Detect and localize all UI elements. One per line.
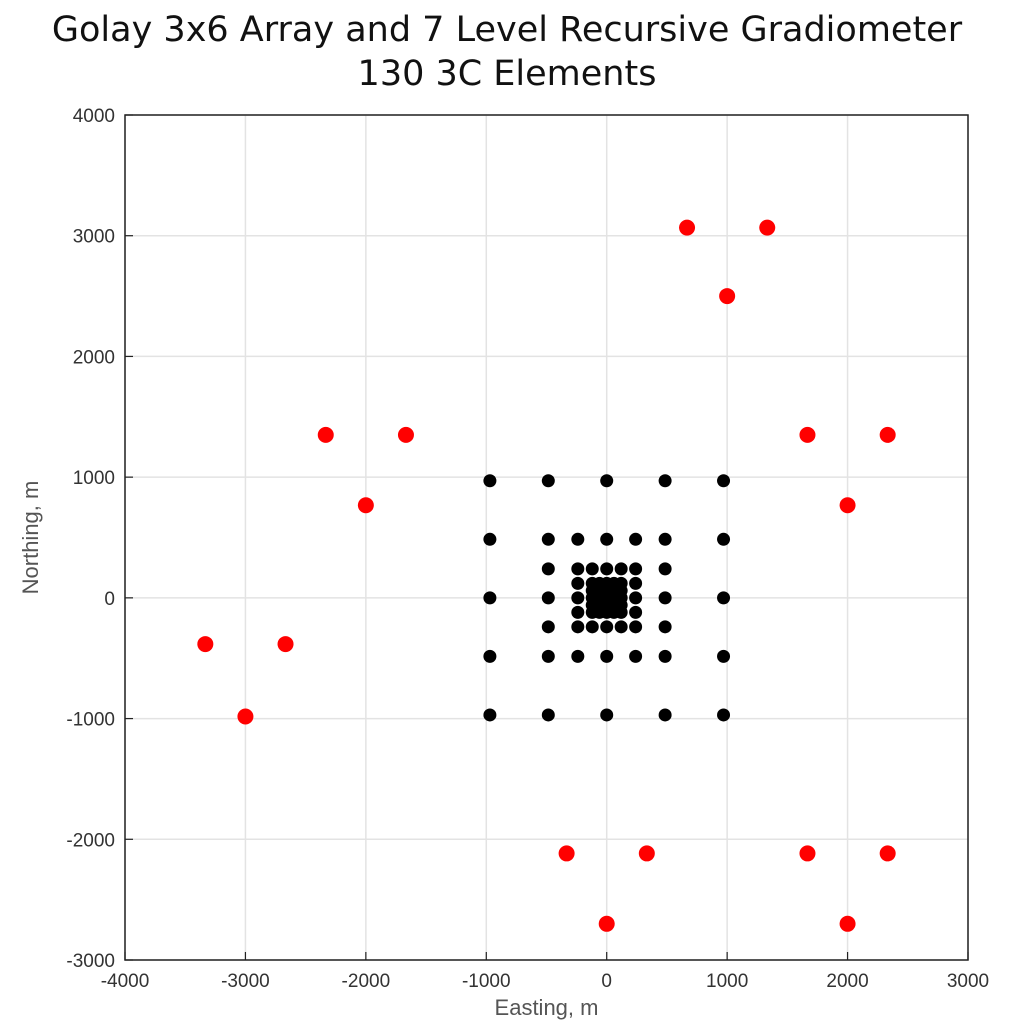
black-element-point (629, 605, 643, 619)
black-element-point (607, 594, 621, 608)
red-element-point (679, 219, 696, 236)
black-element-point (571, 591, 585, 605)
black-element-point (717, 532, 731, 546)
black-element-point (483, 591, 497, 605)
red-element-point (839, 497, 856, 514)
black-element-point (600, 474, 614, 488)
black-element-point (614, 562, 628, 576)
black-element-point (629, 620, 643, 634)
black-element-point (614, 605, 628, 619)
black-element-point (717, 591, 731, 605)
black-element-point (658, 562, 672, 576)
x-tick-label: -3000 (221, 971, 270, 992)
x-tick-label: 3000 (947, 971, 989, 992)
y-tick-label: 2000 (73, 347, 115, 368)
red-element-point (759, 219, 776, 236)
black-element-point (600, 562, 614, 576)
red-element-point (598, 915, 615, 932)
y-tick-label: 1000 (73, 468, 115, 489)
black-element-point (483, 474, 497, 488)
black-element-point (541, 591, 555, 605)
black-element-point (600, 532, 614, 546)
black-element-point (600, 708, 614, 722)
x-axis-label: Easting, m (495, 995, 599, 1020)
black-element-point (614, 620, 628, 634)
y-tick-label: -1000 (66, 710, 115, 731)
red-element-point (719, 288, 736, 305)
red-element-point (879, 845, 896, 862)
black-element-point (629, 532, 643, 546)
red-element-point (317, 426, 334, 443)
x-tick-label: 1000 (706, 971, 748, 992)
red-element-point (558, 845, 575, 862)
y-tick-label: 4000 (73, 106, 115, 127)
black-element-point (658, 474, 672, 488)
x-tick-label: 0 (601, 971, 612, 992)
black-element-point (658, 591, 672, 605)
y-tick-label: -2000 (66, 830, 115, 851)
x-tick-label: -2000 (342, 971, 391, 992)
black-element-point (600, 620, 614, 634)
x-tick-label: -4000 (101, 971, 150, 992)
black-element-point (571, 576, 585, 590)
black-element-point (541, 562, 555, 576)
black-element-point (483, 532, 497, 546)
x-tick-label: 2000 (826, 971, 868, 992)
black-element-point (541, 474, 555, 488)
black-element-point (658, 532, 672, 546)
black-element-point (571, 605, 585, 619)
black-element-point (571, 532, 585, 546)
black-element-point (571, 620, 585, 634)
black-element-point (629, 562, 643, 576)
black-element-point (585, 562, 599, 576)
black-element-point (717, 708, 731, 722)
black-element-point (629, 576, 643, 590)
red-element-point (799, 845, 816, 862)
chart-title: Golay 3x6 Array and 7 Level Recursive Gr… (0, 8, 1014, 96)
red-element-point (197, 636, 214, 653)
black-element-point (541, 708, 555, 722)
axis-ticks: -4000 -3000 -2000 -1000 0 1000 2000 3000-3000-2… (66, 106, 989, 992)
black-element-point (629, 591, 643, 605)
x-tick-label: -1000 (462, 971, 511, 992)
plot-frame (124, 114, 969, 961)
y-tick-label: 3000 (73, 227, 115, 248)
black-element-point (658, 649, 672, 663)
black-element-point (658, 708, 672, 722)
black-element-point (483, 708, 497, 722)
black-element-point (717, 649, 731, 663)
chart-title-line1: Golay 3x6 Array and 7 Level Recursive Gr… (51, 10, 963, 50)
red-element-point (839, 915, 856, 932)
black-element-point (629, 649, 643, 663)
black-element-point (541, 620, 555, 634)
y-tick-label: 0 (104, 589, 115, 610)
data-points (197, 219, 896, 932)
red-element-point (638, 845, 655, 862)
black-element-point (600, 649, 614, 663)
black-element-point (658, 620, 672, 634)
red-element-point (397, 426, 414, 443)
red-element-point (357, 497, 374, 514)
red-element-point (799, 426, 816, 443)
black-element-point (571, 649, 585, 663)
black-element-point (541, 532, 555, 546)
y-axis-label: Northing, m (18, 481, 43, 595)
black-element-point (717, 474, 731, 488)
black-element-point (541, 649, 555, 663)
black-element-point (571, 562, 585, 576)
chart-subtitle: 130 3C Elements (357, 54, 657, 94)
red-element-point (879, 426, 896, 443)
red-element-point (277, 636, 294, 653)
red-element-point (237, 708, 254, 725)
black-element-point (585, 620, 599, 634)
black-element-point (483, 649, 497, 663)
y-tick-label: -3000 (66, 951, 115, 972)
